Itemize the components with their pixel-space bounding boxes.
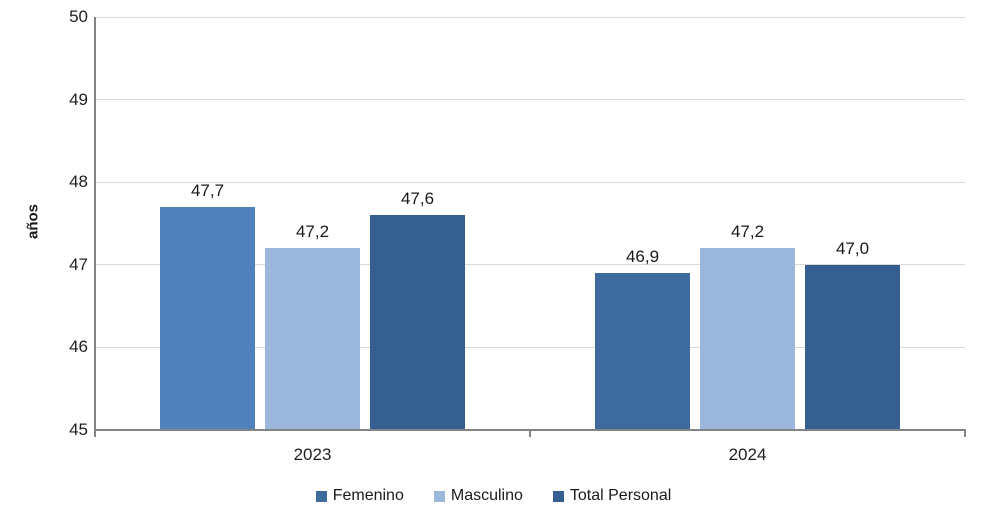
legend-label-total-personal: Total Personal	[569, 487, 672, 504]
bar-value-label-masculino-2023: 47,2	[295, 222, 330, 242]
x-tick-label-2024: 2024	[728, 445, 767, 464]
bar-value-label-masculino-2024: 47,2	[730, 222, 765, 242]
y-axis-line	[94, 17, 96, 431]
y-tick-label-50: 50	[69, 7, 88, 26]
bar-femenino-2024	[595, 273, 690, 429]
legend: Femenino Masculino Total Personal	[0, 486, 987, 506]
y-tick-label-47: 47	[69, 254, 88, 274]
x-axis-tick-0	[94, 431, 96, 437]
gridline-49	[95, 99, 965, 101]
legend-item-femenino: Femenino	[315, 486, 404, 506]
bar-total-personal-2023	[370, 215, 465, 429]
y-tick-label-45: 45	[69, 420, 88, 439]
legend-label-masculino: Masculino	[450, 487, 523, 504]
y-tick-label-49: 49	[69, 89, 88, 109]
y-tick-label-48: 48	[69, 172, 88, 192]
bar-value-label-total-personal-2024: 47,0	[835, 238, 870, 258]
bar-value-label-femenino-2023: 47,7	[190, 180, 225, 200]
legend-label-femenino: Femenino	[332, 487, 404, 504]
y-tick-label-46: 46	[69, 337, 88, 357]
gridline-46	[95, 346, 965, 348]
legend-swatch-femenino	[315, 490, 327, 502]
bar-masculino-2023	[265, 248, 360, 429]
x-tick-label-2023: 2023	[293, 445, 332, 464]
bar-value-label-total-personal-2023: 47,6	[400, 189, 435, 209]
x-axis-tick-1	[529, 431, 531, 437]
legend-swatch-masculino	[433, 490, 445, 502]
gridline-50	[95, 16, 965, 18]
gridline-47	[95, 264, 965, 266]
x-axis-line	[94, 429, 966, 431]
x-axis-tick-2	[964, 431, 966, 437]
legend-swatch-total-personal	[552, 490, 564, 502]
gridline-48	[95, 181, 965, 183]
legend-item-masculino: Masculino	[433, 486, 523, 506]
bar-total-personal-2024	[805, 264, 900, 429]
bar-value-label-femenino-2024: 46,9	[625, 247, 660, 267]
bar-masculino-2024	[700, 248, 795, 429]
legend-item-total-personal: Total Personal	[552, 486, 672, 506]
bar-femenino-2023	[160, 206, 255, 429]
